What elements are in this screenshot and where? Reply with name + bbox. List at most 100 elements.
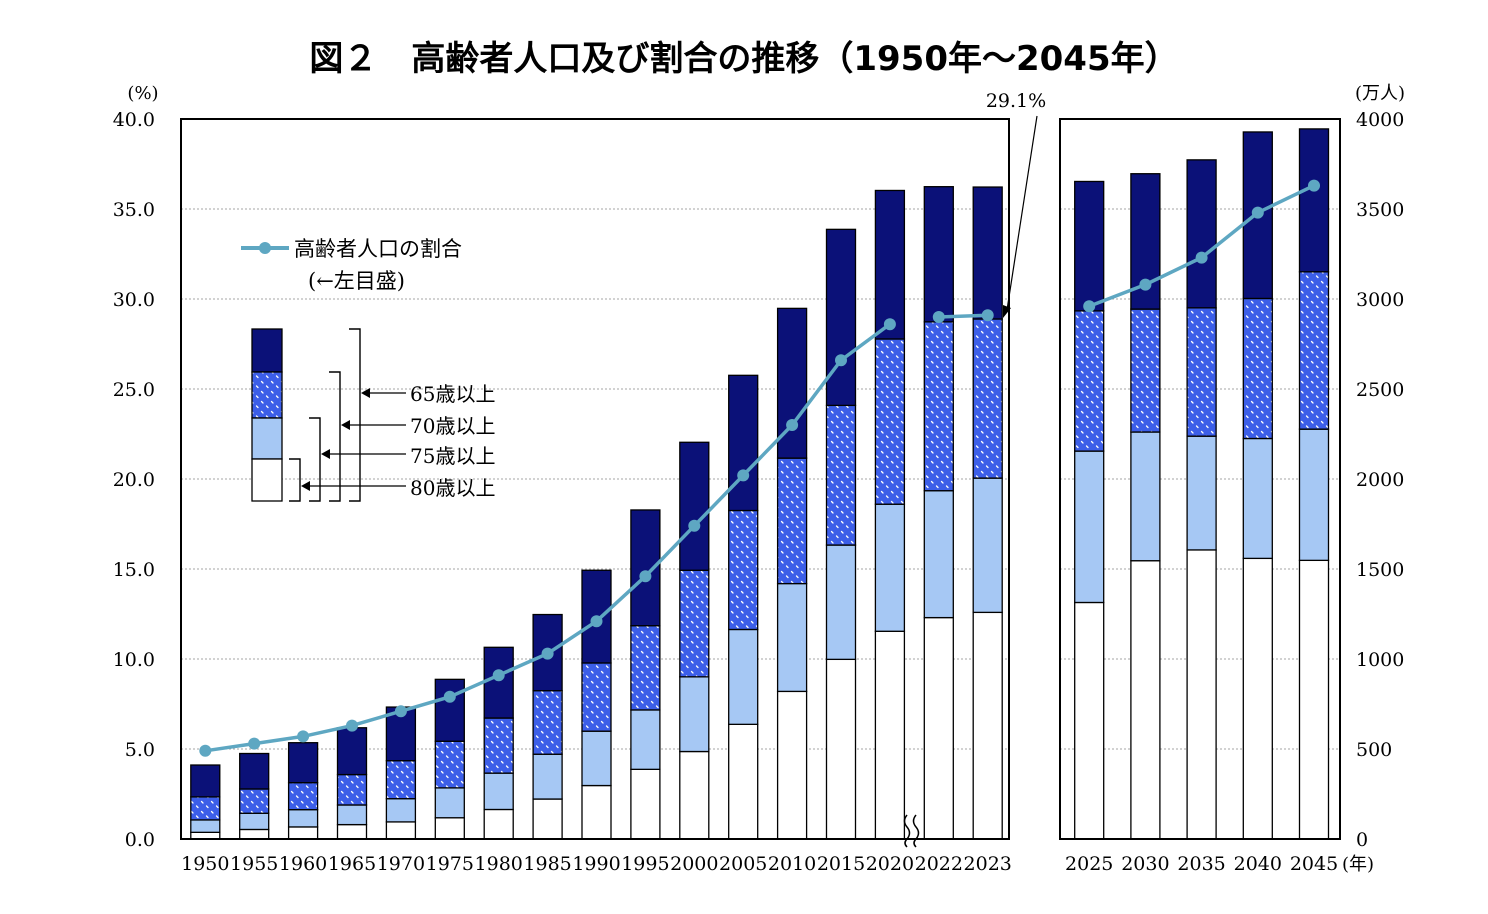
x-tick-label: 2010 <box>768 853 816 875</box>
ratio-point <box>786 419 799 431</box>
bar-segment-80-over <box>483 808 514 840</box>
bar-segment-65-over <box>434 678 465 742</box>
ratio-point <box>1083 300 1096 313</box>
ratio-point <box>1195 251 1208 264</box>
plot-frame-right <box>1059 118 1341 840</box>
x-tick-label: 1995 <box>621 853 669 875</box>
bar-segment-70-over <box>190 796 221 821</box>
bar-segment-70-over <box>1186 307 1217 437</box>
x-tick-label: 2020 <box>866 853 914 875</box>
right-axis-tick-label: 2000 <box>1356 469 1404 491</box>
bar-segment-65-over <box>923 186 954 323</box>
bar-segment-80-over <box>336 823 368 840</box>
bar-segment-75-over <box>728 628 759 725</box>
bar-segment-70-over <box>336 773 368 806</box>
bar-segment-75-over <box>581 730 612 787</box>
bar-segment-70-over <box>385 760 417 800</box>
bar-segment-70-over <box>483 717 514 774</box>
x-tick-label: 2030 <box>1121 853 1169 875</box>
right-axis-tick-label: 3500 <box>1356 199 1404 221</box>
x-tick-label: 2040 <box>1234 853 1282 875</box>
bar-segment-80-over <box>239 828 270 840</box>
legend-line-marker <box>259 242 271 254</box>
ratio-point <box>541 647 554 660</box>
right-axis-tick-label: 1000 <box>1356 649 1404 671</box>
ratio-point <box>590 615 603 628</box>
bar-segment-75-over <box>874 503 906 632</box>
chart-title: 図２ 高齢者人口及び割合の推移（1950年～2045年） <box>309 39 1178 79</box>
bar-segment-80-over <box>287 826 319 840</box>
bar-segment-80-over <box>874 630 906 840</box>
x-tick-label: 1950 <box>181 853 229 875</box>
bar-segment-80-over <box>923 616 954 840</box>
bar-segment-75-over <box>972 477 1003 614</box>
ratio-point <box>981 309 994 322</box>
ratio-line <box>938 313 988 319</box>
ratio-point <box>883 318 896 331</box>
bar-segment-75-over <box>287 809 319 828</box>
bar-segment-70-over <box>434 740 465 789</box>
bar-segment-65-over <box>239 752 270 790</box>
bar-segment-75-over <box>434 787 465 819</box>
bar-segment-75-over <box>239 812 270 831</box>
bar-segment-75-over <box>1074 450 1105 604</box>
right-axis-tick-label: 4000 <box>1356 109 1404 131</box>
bar-segment-80-over <box>1130 560 1161 840</box>
right-axis-tick-label: 2500 <box>1356 379 1404 401</box>
legend-arrowhead <box>361 388 370 398</box>
x-tick-label: 1975 <box>426 853 474 875</box>
legend-bar-label: 70歳以上 <box>410 414 495 438</box>
x-tick-label: 1990 <box>572 853 620 875</box>
x-tick-label: 2022 <box>915 853 963 875</box>
bar-segment-75-over <box>1186 435 1217 551</box>
legend-bar-label: 65歳以上 <box>410 382 495 406</box>
bar-segment-80-over <box>776 690 808 840</box>
legend-bar-80-over <box>251 458 283 502</box>
x-tick-label: 1970 <box>377 853 425 875</box>
ratio-point <box>199 744 212 757</box>
bar-segment-65-over <box>825 228 857 407</box>
ratio-point <box>394 705 407 718</box>
ratio-point <box>1251 206 1264 219</box>
bar-segment-80-over <box>581 784 612 840</box>
bar-segment-70-over <box>728 509 759 631</box>
bar-segment-70-over <box>1242 297 1273 440</box>
bar-segment-70-over <box>679 569 710 678</box>
ratio-point <box>737 469 750 482</box>
bar-segment-80-over <box>972 611 1003 840</box>
x-tick-label: 1985 <box>523 853 571 875</box>
bar-segment-65-over <box>679 441 710 571</box>
legend-bar-65-over <box>251 328 283 373</box>
ratio-point <box>248 737 261 750</box>
plot-frame-left <box>180 118 1010 840</box>
left-axis-tick-label: 0.0 <box>125 829 155 851</box>
bar-segment-75-over <box>532 753 563 800</box>
ratio-point <box>297 730 310 743</box>
bar-segment-65-over <box>1074 180 1105 312</box>
bar-segment-65-over <box>728 374 759 512</box>
legend-arrowhead <box>341 420 350 430</box>
bar-segment-75-over <box>1130 431 1161 562</box>
bar-segment-70-over <box>825 404 857 546</box>
bar-segment-75-over <box>630 709 661 770</box>
legend-line-sublabel: (←左目盛) <box>308 269 405 293</box>
legend-line-label: 高齢者人口の割合 <box>294 237 462 261</box>
x-tick-label: 2000 <box>670 853 718 875</box>
x-tick-label: 2005 <box>719 853 767 875</box>
bar-segment-70-over <box>630 625 661 711</box>
left-axis-tick-label: 25.0 <box>113 379 155 401</box>
bar-segment-65-over <box>1186 159 1217 309</box>
right-axis-tick-label: 0 <box>1356 829 1368 851</box>
bar-segment-70-over <box>1074 310 1105 452</box>
bar-segment-80-over <box>1242 557 1273 840</box>
right-axis-tick-label: 500 <box>1356 739 1392 761</box>
legend-bracket-70-over <box>329 371 341 502</box>
ratio-point <box>492 669 505 682</box>
left-axis-tick-label: 5.0 <box>125 739 155 761</box>
bar-segment-70-over <box>1130 308 1161 433</box>
legend-bar-70-over <box>251 371 283 419</box>
bar-segment-65-over <box>532 613 563 692</box>
legend-bracket-65-over <box>349 328 361 502</box>
bar-segment-65-over <box>1298 128 1330 273</box>
